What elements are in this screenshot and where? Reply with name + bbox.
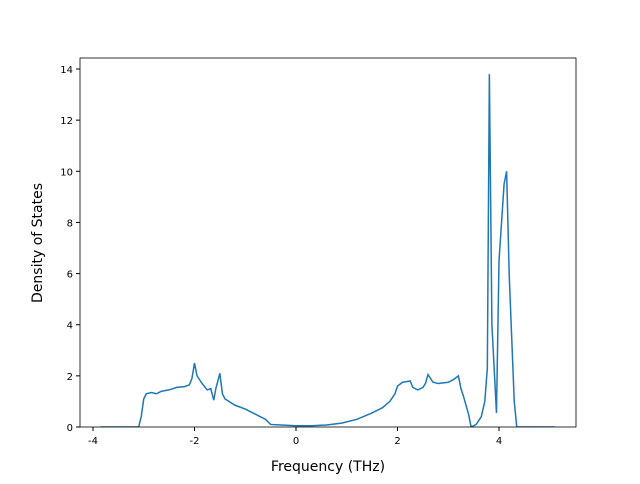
y-tick-label: 2 bbox=[67, 372, 73, 383]
y-tick-label: 10 bbox=[60, 167, 73, 178]
x-tick-label: -4 bbox=[88, 436, 98, 447]
y-tick-label: 6 bbox=[67, 270, 73, 281]
x-tick-label: 0 bbox=[293, 436, 299, 447]
x-axis-label: Frequency (THz) bbox=[271, 459, 385, 475]
x-tick-label: 4 bbox=[496, 436, 502, 447]
y-axis-label: Density of States bbox=[30, 183, 46, 303]
y-tick-label: 8 bbox=[67, 218, 73, 229]
x-tick-label: 2 bbox=[394, 436, 400, 447]
plot-frame bbox=[79, 57, 577, 428]
y-tick-label: 0 bbox=[67, 423, 73, 434]
y-tick-label: 14 bbox=[60, 65, 73, 76]
x-tick-label: -2 bbox=[190, 436, 200, 447]
y-tick-label: 4 bbox=[67, 321, 73, 332]
line bbox=[100, 74, 555, 427]
y-tick-label: 12 bbox=[60, 116, 73, 127]
